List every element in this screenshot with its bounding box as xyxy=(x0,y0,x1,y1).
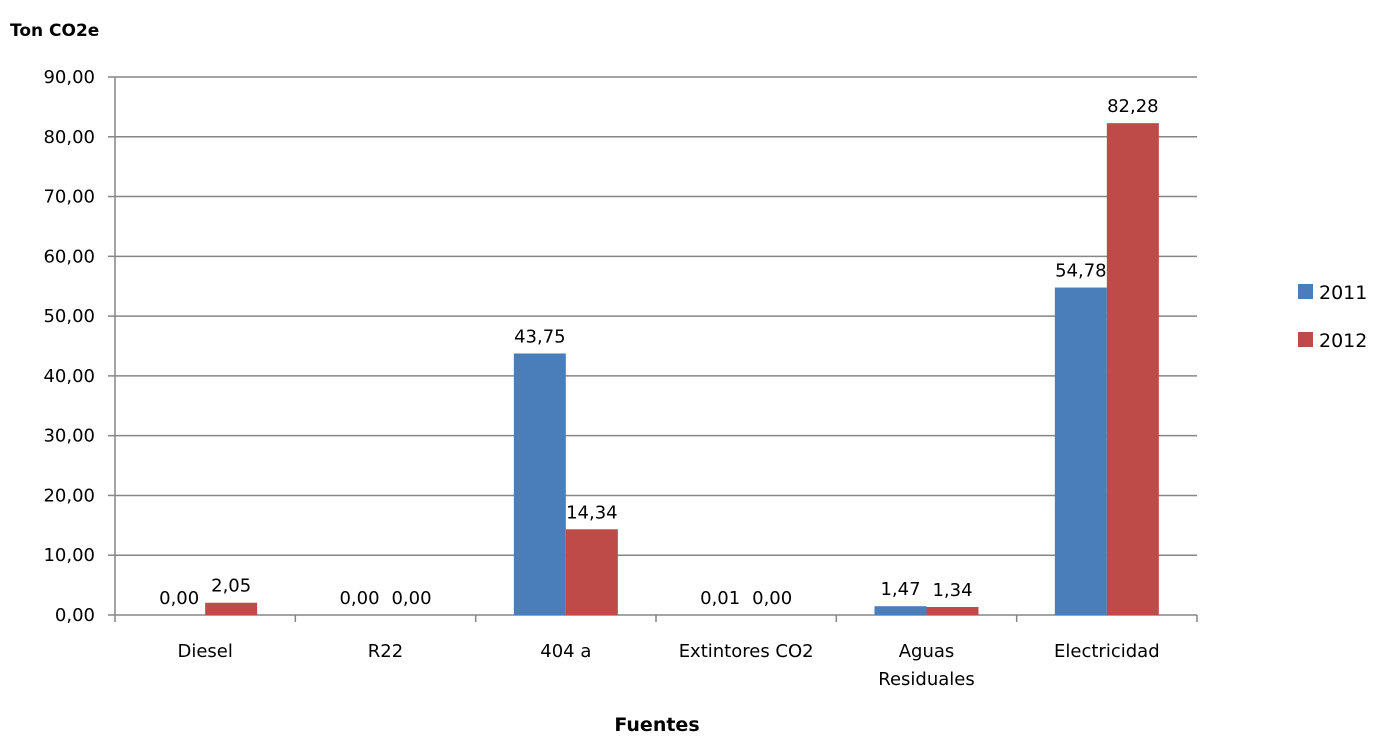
data-label-2012: 0,00 xyxy=(391,588,431,609)
data-labels: 0,00 2,05 0,00 0,00 43,75 14,34 0,01 0,00 1,47 1,… xyxy=(159,96,1158,609)
category-label: Electricidad xyxy=(1054,641,1160,662)
axes xyxy=(108,76,1198,622)
y-tick-label: 70,00 xyxy=(43,187,95,208)
category-label: 404 a xyxy=(540,641,591,662)
y-tick-label: 80,00 xyxy=(43,127,95,148)
legend-swatch-2012 xyxy=(1298,332,1313,347)
category-label: Extintores CO2 xyxy=(679,641,814,662)
y-tick-label: 50,00 xyxy=(43,306,95,327)
y-tick-label: 60,00 xyxy=(43,246,95,267)
data-label-2011: 0,01 xyxy=(700,588,740,609)
legend-swatch-2011 xyxy=(1298,284,1313,299)
grid-lines xyxy=(115,76,1197,556)
category-labels: Diesel R22 404 a Extintores CO2 Aguas Residua… xyxy=(177,641,1159,690)
y-tick-label: 0,00 xyxy=(55,605,95,626)
y-axis-title: Ton CO2e xyxy=(10,21,99,41)
legend: 2011 2012 xyxy=(1298,282,1367,352)
y-tick-label: 10,00 xyxy=(43,545,95,566)
data-label-2011: 0,00 xyxy=(159,588,199,609)
data-label-2012: 82,28 xyxy=(1107,96,1159,117)
legend-label-2012: 2012 xyxy=(1319,330,1367,352)
bars xyxy=(205,123,1159,616)
legend-label-2011: 2011 xyxy=(1319,282,1367,304)
bar-2012 xyxy=(1106,123,1159,616)
bar-2011 xyxy=(513,353,566,615)
bar-2012 xyxy=(926,606,979,615)
data-label-2012: 2,05 xyxy=(211,576,251,597)
data-label-2012: 0,00 xyxy=(752,588,792,609)
data-label-2012: 1,34 xyxy=(932,580,972,601)
bar-2012 xyxy=(565,529,618,615)
data-label-2011: 54,78 xyxy=(1055,261,1107,282)
y-tick-label: 90,00 xyxy=(43,67,95,88)
x-axis-title: Fuentes xyxy=(614,714,699,736)
y-tick-label: 40,00 xyxy=(43,366,95,387)
data-label-2011: 0,00 xyxy=(339,588,379,609)
data-label-2011: 43,75 xyxy=(514,326,566,347)
y-tick-label: 30,00 xyxy=(43,426,95,447)
category-label: Diesel xyxy=(177,641,232,662)
bar-2011 xyxy=(874,606,927,615)
category-label: Residuales xyxy=(878,669,974,690)
bar-2011 xyxy=(1054,287,1107,615)
category-label: R22 xyxy=(368,641,403,662)
data-label-2012: 14,34 xyxy=(566,502,618,523)
bar-2012 xyxy=(205,602,258,615)
y-tick-labels: 0,00 10,00 20,00 30,00 40,00 50,00 60,00 70,00 8… xyxy=(43,67,95,626)
category-label: Aguas xyxy=(899,641,955,662)
data-label-2011: 1,47 xyxy=(880,579,920,600)
y-tick-label: 20,00 xyxy=(43,485,95,506)
